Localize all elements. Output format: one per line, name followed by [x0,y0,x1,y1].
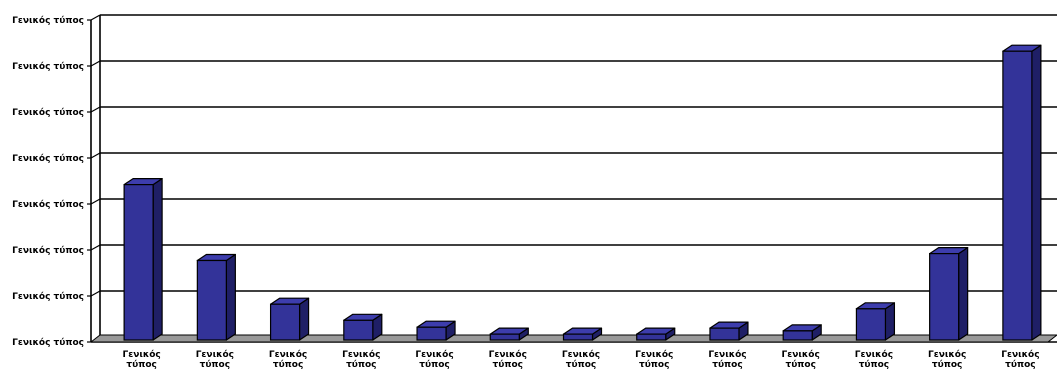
y-tick-label: Γενικός τύπος [12,153,84,164]
y-tick-label: Γενικός τύπος [12,291,84,302]
bar-front-face [636,333,667,341]
y-tick-label: Γενικός τύπος [12,107,84,118]
x-tick-label: Γενικός τύπος [1001,349,1039,370]
bar-side-face [1031,44,1042,341]
bar-front-face [343,319,374,341]
bar-front-face [269,303,301,341]
bar [929,247,969,341]
gridlines [90,14,1057,343]
bar-front-face [123,184,154,341]
bar [855,302,896,341]
x-tick-label: Γενικός τύπος [782,349,820,370]
bar [269,297,310,341]
bar [782,324,822,341]
bar [562,327,603,341]
x-tick-label: Γενικός τύπος [855,349,893,370]
bar-side-face [958,247,969,341]
bar [123,178,163,341]
bars [123,44,1042,341]
y-tick-label: Γενικός τύπος [12,15,84,26]
bar-side-face [152,178,163,341]
side-wall-tick [90,198,101,205]
x-tick-label: Γενικός τύπος [489,349,527,370]
x-tick-label: Γενικός τύπος [196,349,234,370]
x-tick-label: Γενικός τύπος [122,349,160,370]
side-wall-tick [90,290,101,297]
side-wall-tick [90,152,101,159]
bar [196,253,236,341]
bar-front-face [855,308,887,341]
x-tick-labels: Γενικός τύπος Γενικός τύπος Γενικός τύπος Γενι… [122,349,1039,370]
y-tick-label: Γενικός τύπος [12,61,84,72]
bar-front-face [1002,50,1033,341]
bar [416,320,456,341]
x-tick-label: Γενικός τύπος [415,349,453,370]
bar-front-face [562,333,594,341]
bar [343,313,383,341]
bar-front-face [416,326,447,341]
bar-front-face [782,330,813,341]
y-tick-label: Γενικός τύπος [12,245,84,256]
bar [709,321,749,341]
bar-front-face [929,253,960,341]
side-wall-tick [90,106,101,113]
bar [489,327,529,341]
bar [1002,44,1042,341]
x-tick-label: Γενικός τύπος [708,349,746,370]
side-wall-tick [90,14,101,21]
y-tick-label: Γενικός τύπος [12,199,84,210]
bar-side-face [225,253,236,341]
bar [636,327,676,341]
x-tick-label: Γενικός τύπος [342,349,380,370]
y-tick-labels: Γενικός τύπος Γενικός τύπος Γενικός τύπος Γ… [12,15,84,348]
bar-front-face [709,327,740,341]
side-wall-tick [90,244,101,251]
x-tick-label: Γενικός τύπος [635,349,673,370]
x-tick-label: Γενικός τύπος [269,349,307,370]
y-tick-label: Γενικός τύπος [12,337,84,348]
x-tick-label: Γενικός τύπος [928,349,966,370]
x-tick-label: Γενικός τύπος [562,349,600,370]
bar-front-face [489,333,520,341]
side-wall-tick [90,60,101,67]
bar-side-face [298,297,310,341]
bar-front-face [196,259,227,341]
